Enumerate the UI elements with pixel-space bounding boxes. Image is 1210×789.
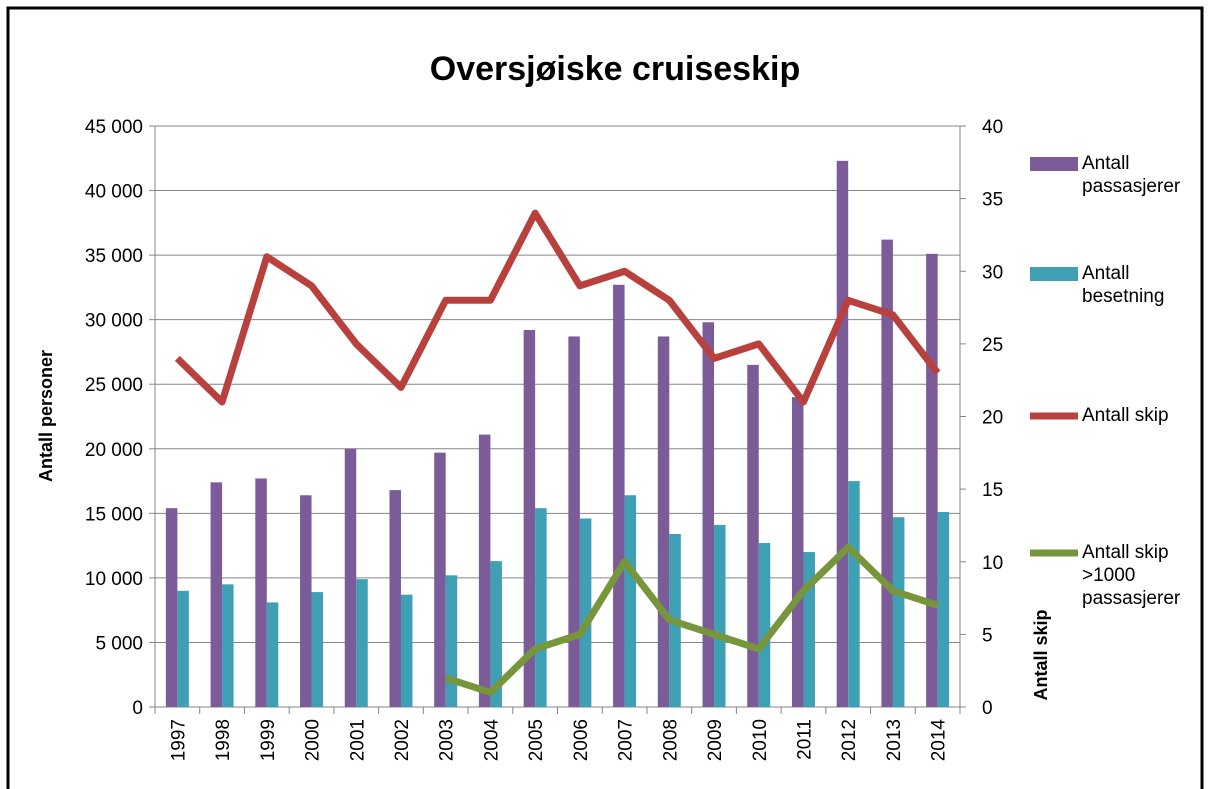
y2-tick-label: 15 bbox=[982, 480, 1003, 501]
bar bbox=[177, 590, 189, 707]
bar bbox=[165, 508, 178, 707]
bar bbox=[657, 336, 670, 707]
bar bbox=[344, 448, 357, 707]
bar bbox=[490, 561, 502, 707]
x-tick-label: 2006 bbox=[571, 719, 592, 761]
bar bbox=[791, 397, 804, 707]
bar bbox=[624, 495, 637, 707]
x-tick-label: 2004 bbox=[481, 719, 502, 762]
y-tick-label: 45 000 bbox=[85, 117, 143, 138]
x-tick-label: 1998 bbox=[213, 719, 234, 761]
legend-label: Antall besetning bbox=[1082, 263, 1165, 307]
bar bbox=[300, 495, 312, 707]
bar bbox=[400, 594, 413, 707]
x-tick-label: 2008 bbox=[660, 719, 681, 761]
bar bbox=[926, 253, 938, 707]
x-tick-label: 2013 bbox=[884, 719, 905, 761]
bar bbox=[758, 543, 771, 707]
x-tick-label: 2012 bbox=[839, 719, 860, 761]
x-tick-label: 2007 bbox=[616, 719, 637, 761]
y2-tick-label: 30 bbox=[982, 262, 1003, 283]
y-axis-title: Antall personer bbox=[36, 350, 56, 482]
bar bbox=[892, 517, 905, 707]
bar bbox=[389, 490, 401, 707]
bar bbox=[702, 322, 715, 707]
legend-label: Antall skip bbox=[1082, 405, 1169, 426]
x-tick-label: 2002 bbox=[392, 719, 413, 761]
x-tick-label: 2014 bbox=[929, 719, 950, 762]
y-tick-label: 30 000 bbox=[85, 311, 143, 332]
y-tick-label: 5 000 bbox=[95, 633, 143, 654]
y2-tick-label: 35 bbox=[982, 190, 1003, 211]
bar bbox=[535, 508, 547, 707]
x-tick-label: 2010 bbox=[750, 719, 771, 761]
bar bbox=[803, 552, 815, 707]
bar bbox=[255, 478, 267, 707]
bar bbox=[747, 364, 759, 707]
x-tick-label: 2011 bbox=[794, 719, 815, 760]
bar bbox=[848, 481, 860, 707]
bar bbox=[523, 329, 536, 707]
x-tick-label: 1997 bbox=[168, 719, 189, 761]
bar bbox=[881, 239, 893, 707]
x-tick-label: 1999 bbox=[258, 719, 279, 761]
x-tick-label: 2000 bbox=[303, 719, 324, 761]
x-tick-label: 2005 bbox=[526, 719, 547, 761]
bar bbox=[579, 518, 592, 707]
legend-label: Antall skip >1000 passasjerer bbox=[1082, 542, 1181, 609]
y-tick-label: 40 000 bbox=[85, 182, 143, 203]
line bbox=[174, 209, 941, 406]
bar bbox=[311, 592, 324, 707]
y2-tick-label: 0 bbox=[982, 698, 993, 719]
bar bbox=[937, 512, 950, 707]
legend-label: Antall passasjerer bbox=[1082, 153, 1181, 197]
frame bbox=[6, 6, 1204, 789]
bar bbox=[210, 482, 223, 707]
bar bbox=[222, 584, 234, 707]
y2-tick-label: 10 bbox=[982, 553, 1003, 574]
bar bbox=[266, 602, 279, 707]
y2-tick-label: 40 bbox=[982, 117, 1003, 138]
x-tick-label: 2001 bbox=[347, 719, 368, 761]
x-tick-label: 2003 bbox=[437, 719, 458, 761]
bar bbox=[568, 336, 580, 707]
y-tick-label: 15 000 bbox=[85, 504, 143, 525]
bar bbox=[613, 284, 625, 707]
y2-tick-label: 25 bbox=[982, 335, 1003, 356]
y2-tick-label: 5 bbox=[982, 625, 993, 646]
y2-tick-label: 20 bbox=[982, 408, 1003, 429]
bar bbox=[434, 452, 446, 707]
line bbox=[444, 543, 939, 696]
y-tick-label: 20 000 bbox=[85, 440, 143, 461]
chart-title: Oversjøiske cruiseskip bbox=[430, 50, 800, 88]
bar bbox=[478, 434, 491, 707]
y-tick-label: 25 000 bbox=[85, 375, 143, 396]
legend-swatch bbox=[1030, 157, 1078, 171]
y2-axis-title: Antall skip bbox=[1031, 609, 1051, 700]
bar bbox=[356, 579, 368, 707]
legend-swatch bbox=[1030, 267, 1078, 281]
y-tick-label: 0 bbox=[132, 698, 143, 719]
y-tick-label: 10 000 bbox=[85, 569, 143, 590]
bar bbox=[836, 160, 849, 708]
bar bbox=[445, 575, 458, 707]
y-tick-label: 35 000 bbox=[85, 246, 143, 267]
x-tick-label: 2009 bbox=[705, 719, 726, 761]
bar bbox=[714, 524, 726, 707]
